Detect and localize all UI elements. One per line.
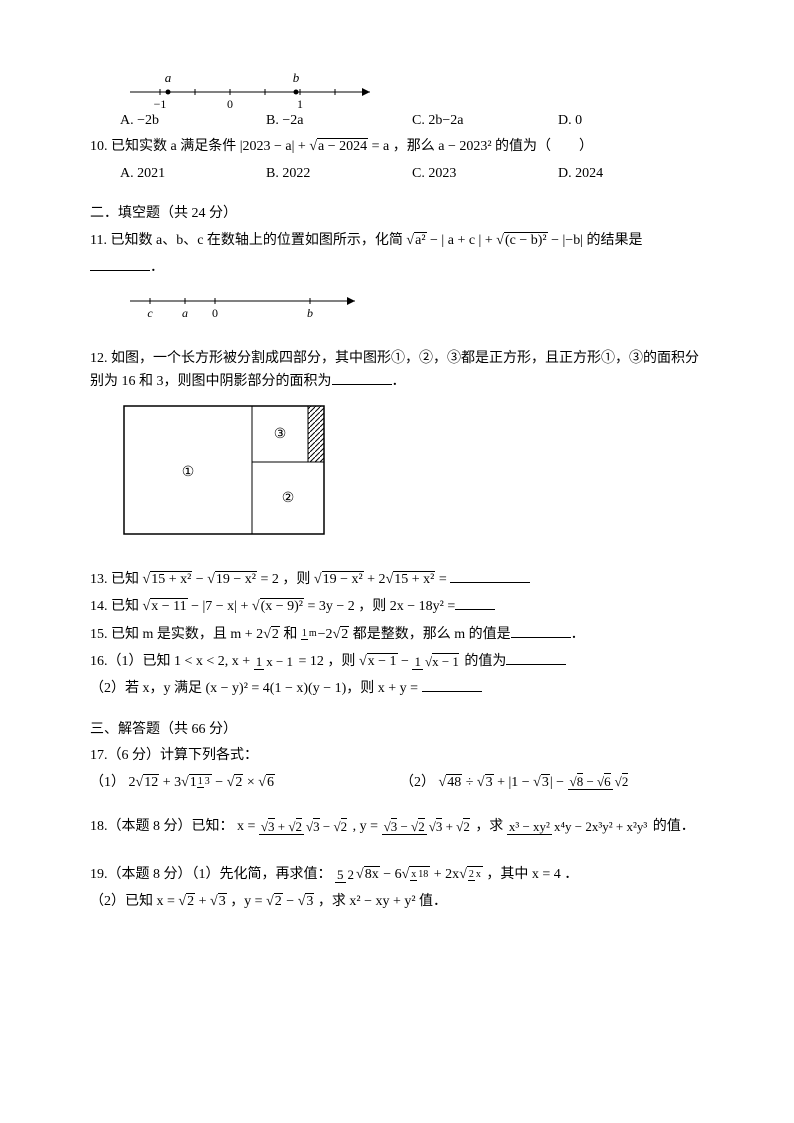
- label-b: b: [293, 70, 300, 85]
- q10-choices: A. 2021 B. 2022 C. 2023 D. 2024: [120, 163, 704, 185]
- q18: 18.（本题 8 分）已知： x = √3 + √2√3 − √2 , y = …: [90, 816, 704, 838]
- q15: 15. 已知 m 是实数，且 m + 22 和 1m−22 都是整数，那么 m …: [90, 623, 704, 646]
- q10: 10. 已知实数 a 满足条件 |2023 − a| + a − 2024 = …: [90, 136, 704, 158]
- q14: 14. 已知 x − 11 − |7 − x| + (x − 9)² = 3y …: [90, 595, 704, 618]
- q14-blank: [455, 595, 495, 610]
- q9-choice-c: C. 2b−2a: [412, 110, 558, 132]
- q11-number-line: c a 0 b: [120, 289, 704, 333]
- q10-choice-a: A. 2021: [120, 163, 266, 185]
- q16-part2: （2）若 x，y 满足 (x − y)² = 4(1 − x)(y − 1)，则…: [90, 677, 704, 700]
- q11: 11. 已知数 a、b、c 在数轴上的位置如图所示，化简 a² − | a + …: [90, 230, 704, 252]
- q12-diagram: ① ② ③: [120, 402, 704, 548]
- q17-header: 17.（6 分）计算下列各式：: [90, 745, 704, 767]
- section-2-header: 二．填空题（共 24 分）: [90, 203, 704, 225]
- svg-text:0: 0: [212, 306, 218, 320]
- label-neg1: −1: [154, 97, 167, 111]
- q16-part1: 16.（1）已知 1 < x < 2, x + 1x − 1 = 12 ，则 x…: [90, 650, 704, 673]
- q19-part2: （2）已知 x = 2 + 3 ，y = 2 − 3 ，求 x² − xy + …: [90, 891, 704, 913]
- label-zero: 0: [227, 97, 233, 111]
- svg-text:①: ①: [182, 465, 195, 480]
- q17-part1: （1） 212 + 3113 − 2 × 6: [90, 772, 400, 794]
- q16-2-blank: [422, 677, 482, 692]
- q9-number-line: a b −1 0 1: [120, 70, 360, 110]
- q10-choice-d: D. 2024: [558, 163, 704, 185]
- q17-parts: （1） 212 + 3113 − 2 × 6 （2） 48 ÷ 3 + |1 −…: [90, 772, 704, 794]
- q12: 12. 如图，一个长方形被分割成四部分，其中图形①，②，③都是正方形，且正方形①…: [90, 348, 704, 394]
- section-3-header: 三、解答题（共 66 分）: [90, 719, 704, 741]
- q15-blank: [511, 623, 571, 638]
- svg-text:c: c: [147, 306, 153, 320]
- svg-text:b: b: [307, 306, 313, 320]
- q10-choice-b: B. 2022: [266, 163, 412, 185]
- label-a: a: [165, 70, 172, 85]
- svg-text:a: a: [182, 306, 188, 320]
- q17-part2: （2） 48 ÷ 3 + |1 − 3| − √8 − √6√2: [400, 772, 630, 794]
- q12-blank: [332, 370, 392, 385]
- q10-choice-c: C. 2023: [412, 163, 558, 185]
- svg-text:③: ③: [274, 427, 287, 442]
- q9-choice-d: D. 0: [558, 110, 704, 132]
- q11-blank: [90, 256, 150, 271]
- q13-blank: [450, 568, 530, 583]
- svg-text:②: ②: [282, 491, 295, 506]
- q13: 13. 已知 15 + x² − 19 − x² = 2 ，则 19 − x² …: [90, 568, 704, 591]
- label-one: 1: [297, 97, 303, 111]
- q16-1-blank: [506, 650, 566, 665]
- q19-part1: 19.（本题 8 分）（1）先化简，再求值： 528x − 6x18 + 2x2…: [90, 864, 704, 886]
